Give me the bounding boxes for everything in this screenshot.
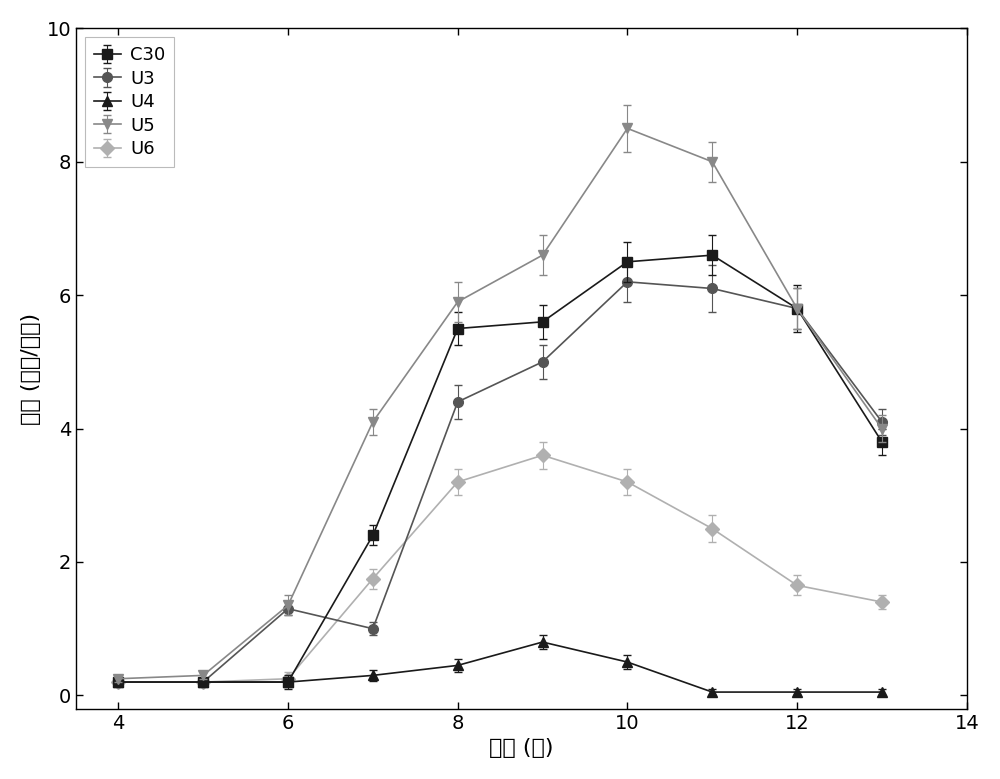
Y-axis label: 活力 (单位/毫升): 活力 (单位/毫升) [21,312,41,425]
Legend: C30, U3, U4, U5, U6: C30, U3, U4, U5, U6 [85,37,174,167]
X-axis label: 时间 (天): 时间 (天) [489,738,554,758]
